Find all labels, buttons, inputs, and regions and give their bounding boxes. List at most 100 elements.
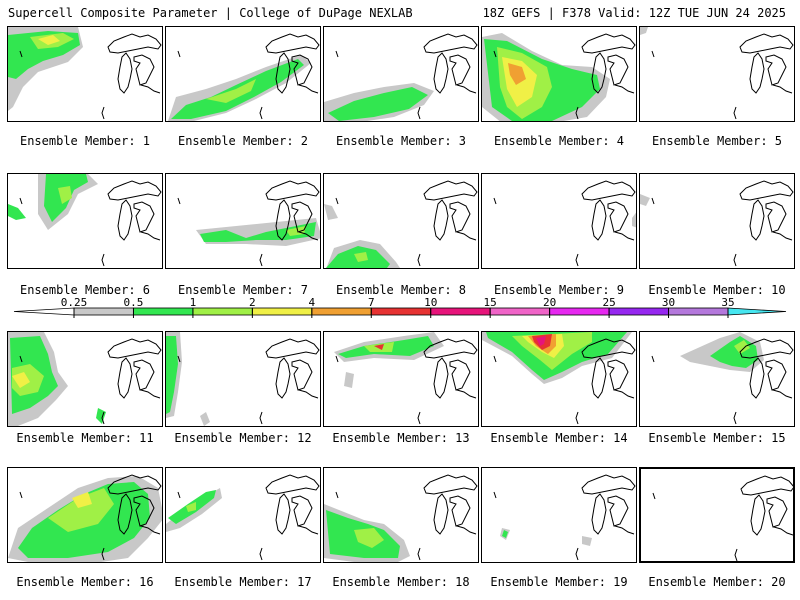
scp-field-map (640, 180, 794, 267)
scp-contour-fill (328, 87, 428, 121)
coastline-fragment (19, 355, 105, 425)
ensemble-member-label: Ensemble Member: 18 (332, 575, 470, 589)
colorbar-segment (370, 307, 432, 316)
scp-contour-fill (58, 186, 72, 204)
scp-contour-fill (72, 492, 92, 508)
ensemble-member-label: Ensemble Member: 10 (648, 283, 786, 297)
scp-field-map (652, 475, 793, 561)
coastline-fragment (335, 355, 421, 425)
scp-field-map (324, 33, 478, 121)
ensemble-member-label: Ensemble Member: 4 (493, 134, 625, 148)
ensemble-member-map (323, 467, 479, 563)
great-lakes-outline (423, 180, 478, 241)
coastline-fragment (177, 50, 263, 120)
colorbar-tick-label: 20 (543, 296, 556, 309)
scp-field-map (166, 332, 320, 426)
scp-field-map (324, 180, 478, 268)
colorbar-tick-label: 35 (721, 296, 734, 309)
coastline-fragment (335, 197, 421, 267)
coastline-fragment (493, 491, 579, 561)
great-lakes-outline (423, 474, 478, 535)
ensemble-member-label: Ensemble Member: 9 (493, 283, 625, 297)
ensemble-member-map (165, 173, 321, 269)
scp-contour-fill (38, 35, 60, 45)
ensemble-member-map (7, 173, 163, 269)
ensemble-member-map (481, 331, 637, 427)
great-lakes-outline (265, 180, 320, 241)
ensemble-member-map (165, 467, 321, 563)
ensemble-member-label: Ensemble Member: 7 (177, 283, 309, 297)
colorbar-tick-label: 15 (484, 296, 497, 309)
scp-field-map (8, 474, 162, 562)
coastline-fragment (651, 197, 737, 267)
coastline-fragment (177, 355, 263, 425)
colorbar-segment (192, 307, 253, 316)
map-title: Supercell Composite Parameter | College … (8, 6, 413, 20)
ensemble-member-label: Ensemble Member: 12 (174, 431, 312, 445)
ensemble-member-map (7, 331, 163, 427)
ensemble-member-map (481, 467, 637, 563)
ensemble-member-label: Ensemble Member: 16 (16, 575, 154, 589)
scp-contour-fill (508, 63, 526, 85)
scp-contour-fill (536, 336, 546, 346)
ensemble-member-map (323, 26, 479, 122)
colorbar-tick-label: 1 (190, 296, 197, 309)
ensemble-member-map (7, 467, 163, 563)
scp-field-map (8, 27, 162, 120)
scp-field-map (482, 33, 636, 121)
ensemble-member-map (639, 26, 795, 122)
scp-contour-fill (374, 344, 384, 350)
great-lakes-outline (581, 33, 636, 94)
great-lakes-outline (739, 180, 794, 241)
great-lakes-outline (107, 474, 162, 535)
ensemble-member-map (323, 173, 479, 269)
great-lakes-outline (581, 338, 636, 399)
coastline-fragment (493, 50, 579, 120)
ensemble-member-map (639, 331, 795, 427)
ensemble-member-label: Ensemble Member: 3 (335, 134, 467, 148)
great-lakes-outline (739, 33, 794, 94)
great-lakes-outline (265, 474, 320, 535)
great-lakes-outline (107, 338, 162, 399)
scp-contour-fill (344, 372, 354, 388)
model-valid-time: 18Z GEFS | F378 Valid: 12Z TUE JUN 24 20… (482, 6, 786, 20)
ensemble-member-label: Ensemble Member: 20 (648, 575, 786, 589)
scp-contour-fill (200, 412, 210, 426)
great-lakes-outline (423, 33, 478, 94)
scp-contour-fill (502, 530, 508, 538)
scp-contour-fill (582, 536, 592, 546)
ensemble-member-label: Ensemble Member: 19 (490, 575, 628, 589)
ensemble-member-map (481, 26, 637, 122)
coastline-fragment (493, 197, 579, 267)
ensemble-member-label: Ensemble Member: 6 (19, 283, 151, 297)
ensemble-member-map (639, 173, 795, 269)
scp-contour-fill (12, 372, 30, 388)
scp-field-map (493, 474, 636, 561)
scp-contour-fill (354, 252, 368, 262)
scp-contour-fill (166, 336, 178, 414)
great-lakes-outline (581, 474, 636, 535)
scp-contour-fill (286, 226, 306, 236)
colorbar-segment (311, 307, 372, 316)
scp-field-map (8, 332, 162, 426)
ensemble-member-map (323, 331, 479, 427)
scp-contour-fill (640, 194, 650, 206)
colorbar-tick-label: 0.5 (124, 296, 144, 309)
scp-contour-fill (640, 27, 648, 35)
coastline-fragment (652, 492, 738, 561)
ensemble-member-label: Ensemble Member: 11 (16, 431, 154, 445)
colorbar-underflow-wedge (13, 307, 75, 316)
ensemble-member-map (165, 331, 321, 427)
scp-field-map (334, 332, 478, 425)
scp-contour-fill (48, 488, 114, 532)
coastline-fragment (335, 50, 421, 120)
great-lakes-outline (739, 338, 794, 399)
ensemble-member-label: Ensemble Member: 1 (19, 134, 151, 148)
scp-contour-fill (324, 204, 338, 220)
scp-contour-fill (186, 502, 196, 512)
ensemble-member-label: Ensemble Member: 2 (177, 134, 309, 148)
scp-contour-fill (632, 212, 636, 228)
ensemble-member-map (7, 26, 163, 122)
colorbar-tick-label: 25 (602, 296, 615, 309)
ensemble-member-map (481, 173, 637, 269)
